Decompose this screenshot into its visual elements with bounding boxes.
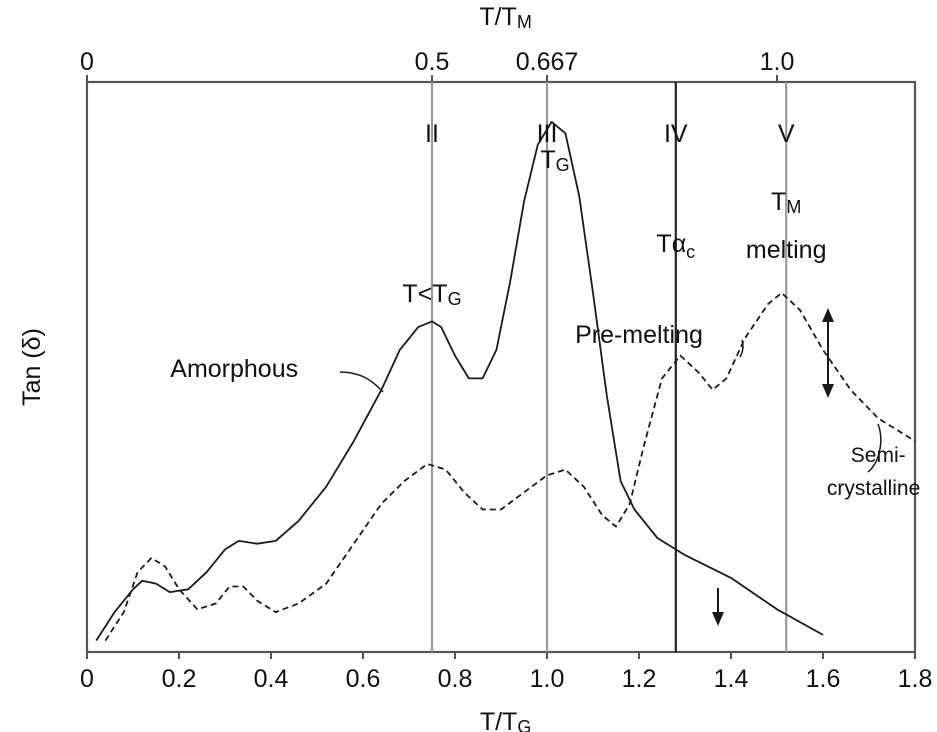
x2-tick-label: 0 [80,48,94,76]
semi-leader [867,423,882,473]
x-tick-label: 0.2 [162,665,197,693]
x-tick-label: 1.8 [898,665,933,693]
x-tick-label: 1.6 [806,665,841,693]
pre-melting-leader [739,339,744,358]
region-label-iii: III [537,120,558,148]
series-amorphous [95,121,824,642]
x-tick-label: 0.8 [438,665,473,693]
region-lines-layer [430,82,788,652]
region-label-iv: IV [664,120,688,148]
x-tick-label: 0.6 [346,665,381,693]
annotation-amorphous: Amorphous [170,355,298,383]
x-tick-label: 0 [80,665,94,693]
annotation-crystalline: crystalline [827,477,920,500]
x-tick-label: 1.0 [530,665,565,693]
x-tick-label: 0.4 [254,665,289,693]
x2-tick-label: 1.0 [760,48,795,76]
series-layer [95,121,916,642]
annotation-melting: melting [746,236,827,264]
annotation-pre-melting: Pre-melting [575,321,703,349]
double-arrow-down-head [822,384,834,398]
x2-tick-label: 0.5 [415,48,450,76]
annotation-tm: TM [771,188,801,217]
x-axis-label: T/TG [480,708,532,732]
double-arrow-up-head [822,308,834,322]
amorphous-leader [339,371,384,393]
annotation-t-alpha-c: Tαc [656,230,695,262]
annotation-t-below-tg: T<TG [402,280,461,309]
annotation-tg: TG [540,146,569,175]
x2-axis-label: T/TM [479,3,531,32]
series-semi-crystalline [104,292,916,642]
x-tick-label: 1.4 [714,665,749,693]
down-arrow-head [712,612,724,626]
plot-frame [85,80,917,654]
axes-layer: 0 0.2 0.4 0.6 0.8 1.0 1.2 1.4 1.6 1.8 0 0.5 0.667 1.0… [18,3,932,732]
region-label-v: V [778,120,795,148]
region-label-ii: II [425,120,439,148]
x2-tick-label: 0.667 [516,48,579,76]
y-axis-label: Tan (δ) [18,328,46,406]
labels-layer: II III IV VAmorphousT<TGTGTαcTMmeltingPre-m… [170,120,920,626]
x-tick-label: 1.2 [622,665,657,693]
